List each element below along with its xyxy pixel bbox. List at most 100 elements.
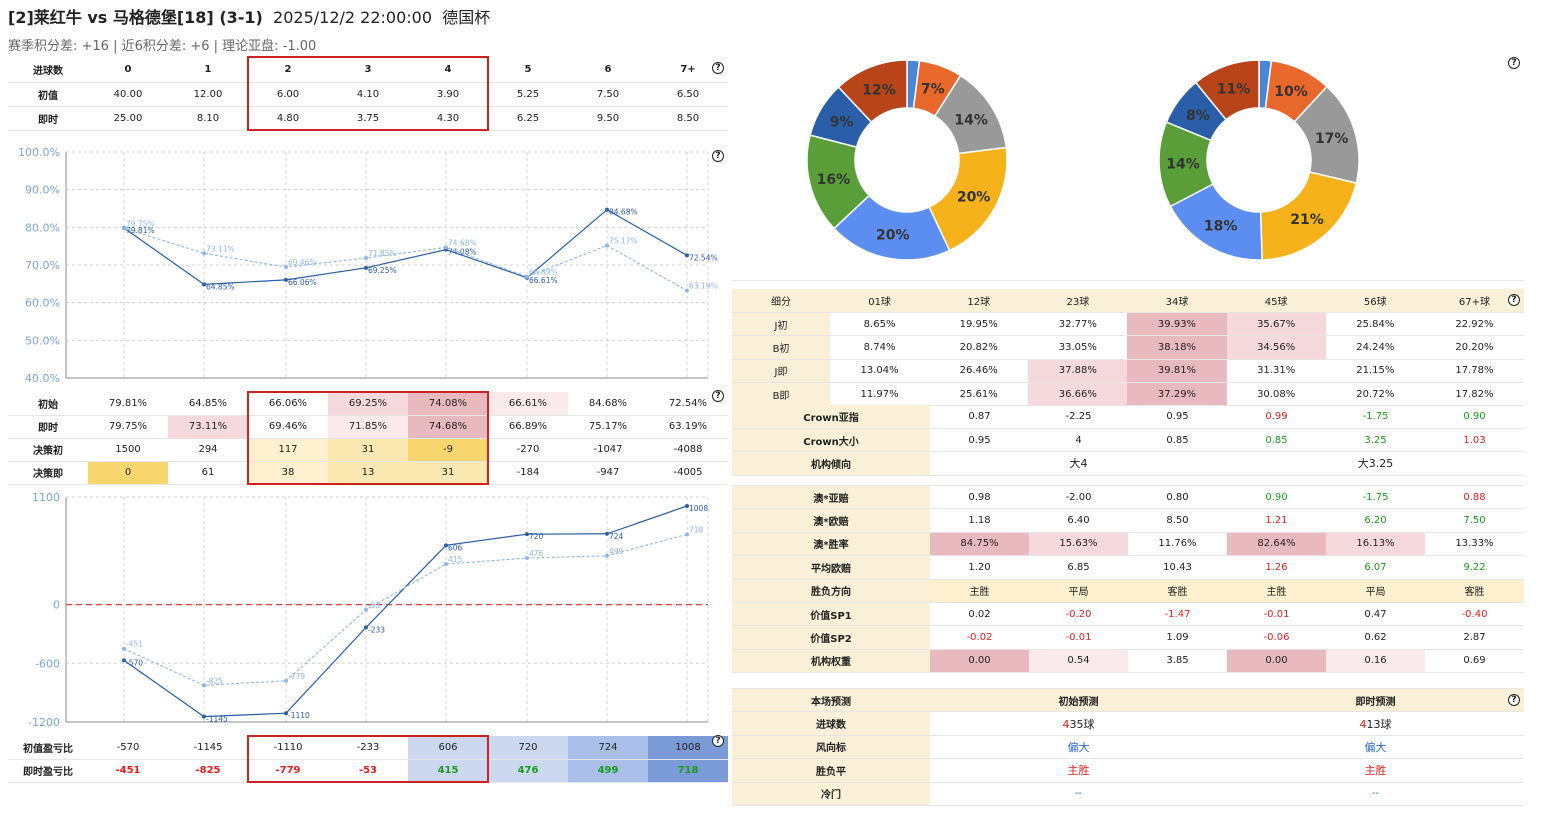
cell: 3.75 <box>328 106 408 131</box>
cell: 66.89% <box>488 415 568 439</box>
data-point <box>364 607 368 612</box>
goals-rest: 13球 <box>1366 717 1392 731</box>
cell: 12.00 <box>168 82 248 107</box>
profit-loss-table: 初值盈亏比 -570 -1145 -1110 -233 606 720 724 1008 即时… <box>8 736 728 783</box>
cell: -- <box>1227 782 1524 806</box>
cell: 8.50 <box>1128 508 1227 533</box>
help-icon[interactable]: ? <box>1508 294 1520 306</box>
cell: 294 <box>168 438 248 462</box>
cell: 66.61% <box>488 392 568 416</box>
data-label: 66.89% <box>529 268 558 277</box>
data-label: 84.68% <box>609 208 638 217</box>
cell: 84.75% <box>930 532 1029 557</box>
cell: 13.04% <box>830 359 930 384</box>
data-label: 476 <box>529 549 544 558</box>
data-point <box>284 678 288 683</box>
slice-label: 18% <box>1204 219 1238 235</box>
cell: 39.93% <box>1127 312 1227 337</box>
data-point <box>525 274 529 279</box>
donut-slice <box>928 146 1008 252</box>
cell: 31 <box>328 438 408 462</box>
cell: 20.82% <box>929 335 1029 360</box>
cell: 偏大 <box>930 735 1227 760</box>
cell: 82.64% <box>1227 532 1326 557</box>
table-row: 机构权重 0.00 0.54 3.85 0.00 0.16 0.69 <box>732 649 1524 674</box>
cell: 0.99 <box>1227 405 1326 429</box>
data-label: 718 <box>689 525 704 534</box>
cell: -947 <box>568 461 648 485</box>
table-row: 澳*亚赔 0.98 -2.00 0.80 0.90 -1.75 0.88 <box>732 485 1524 510</box>
data-label: -779 <box>288 672 305 681</box>
cell: 6.20 <box>1326 508 1425 533</box>
slice-label: 8% <box>1186 108 1210 124</box>
row-label: 平均欧赔 <box>732 555 930 580</box>
cell: -1047 <box>568 438 648 462</box>
data-point <box>444 245 448 250</box>
cell: 39.81% <box>1127 359 1227 384</box>
series-line-1 <box>123 505 688 718</box>
cell: 74.08% <box>408 392 488 416</box>
help-icon[interactable]: ? <box>1508 57 1520 69</box>
data-point <box>525 556 529 561</box>
goals-highlight: 4 <box>1359 717 1367 731</box>
cell: 0.16 <box>1326 649 1425 674</box>
slice-label: 14% <box>1166 157 1200 173</box>
cell: 4.10 <box>328 82 408 107</box>
cell: 75.17% <box>568 415 648 439</box>
cell: 6.25 <box>488 106 568 131</box>
help-icon[interactable]: ? <box>712 62 724 74</box>
data-label: -825 <box>206 676 223 685</box>
data-point <box>605 243 609 248</box>
cell: 7.50 <box>1425 508 1524 533</box>
cell: 720 <box>488 736 568 760</box>
data-label: -53 <box>368 601 380 610</box>
series-line-2 <box>123 533 688 686</box>
data-point <box>364 625 368 630</box>
data-point <box>122 226 126 231</box>
table-row: 决策即 0 61 38 13 31 -184 -947 -4005 <box>8 461 728 485</box>
cell: 3.85 <box>1128 649 1227 674</box>
data-point <box>202 282 206 287</box>
data-label: 69.46% <box>288 258 317 267</box>
cell: 20.20% <box>1424 335 1524 360</box>
donut-charts: 7% 14% 20% 20% 16% 9% 12% 10% 17% 21% 18% 14% 8% 11% <box>806 59 1360 261</box>
data-label: 66.61% <box>529 276 558 285</box>
y-tick-label: 80.0% <box>25 221 60 234</box>
cell: -1.75 <box>1326 485 1425 510</box>
row-label: 决策初 <box>8 438 88 462</box>
cell: -270 <box>488 438 568 462</box>
row-label: 初始 <box>8 392 88 416</box>
help-icon[interactable]: ? <box>712 390 724 402</box>
cell: 0.02 <box>930 602 1029 627</box>
cell: 19.95% <box>929 312 1029 337</box>
breakdown-table: 细分 01球 12球 23球 34球 45球 56球 67+球 J初 8.65% 19.95% 32… <box>732 289 1524 407</box>
cell: 1.20 <box>930 555 1029 580</box>
cell: 0.85 <box>1128 428 1227 453</box>
cell: 73.11% <box>168 415 248 439</box>
cell: 6.00 <box>248 82 328 107</box>
help-icon[interactable]: ? <box>1508 694 1520 706</box>
data-label: -451 <box>126 640 143 649</box>
data-point <box>525 532 529 537</box>
goals-col-header: 6 <box>568 58 648 83</box>
table-row: J即 13.04% 26.46% 37.88% 39.81% 31.31% 21.15% 17… <box>732 359 1524 384</box>
row-label: 胜负平 <box>732 758 930 783</box>
table-row: 澳*欧赔 1.18 6.40 8.50 1.21 6.20 7.50 <box>732 508 1524 533</box>
table-row: 初值 40.00 12.00 6.00 4.10 3.90 5.25 7.50 6.50 <box>8 82 728 107</box>
y-tick-label: 60.0% <box>25 297 60 310</box>
cell: 8.65% <box>830 312 930 337</box>
data-label: 74.08% <box>448 248 477 257</box>
data-label: 63.19% <box>689 282 718 291</box>
table-row: 即时 25.00 8.10 4.80 3.75 4.30 6.25 9.50 8.50 <box>8 106 728 131</box>
row-label: 澳*胜率 <box>732 532 930 557</box>
cell: 主胜 <box>1227 579 1326 603</box>
table-row: 进球数 435球 413球 <box>732 711 1524 736</box>
help-icon[interactable]: ? <box>712 150 724 162</box>
help-icon[interactable]: ? <box>712 735 724 747</box>
cell: 平局 <box>1326 579 1425 603</box>
y-tick-label: 50.0% <box>25 334 60 347</box>
cell: 17.78% <box>1424 359 1524 384</box>
table-row: 即时 79.75% 73.11% 69.46% 71.85% 74.68% 66.89% 7… <box>8 415 728 439</box>
table-row: 初始 79.81% 64.85% 66.06% 69.25% 74.08% 66.61% 8… <box>8 392 728 416</box>
data-label: 72.54% <box>689 253 718 262</box>
